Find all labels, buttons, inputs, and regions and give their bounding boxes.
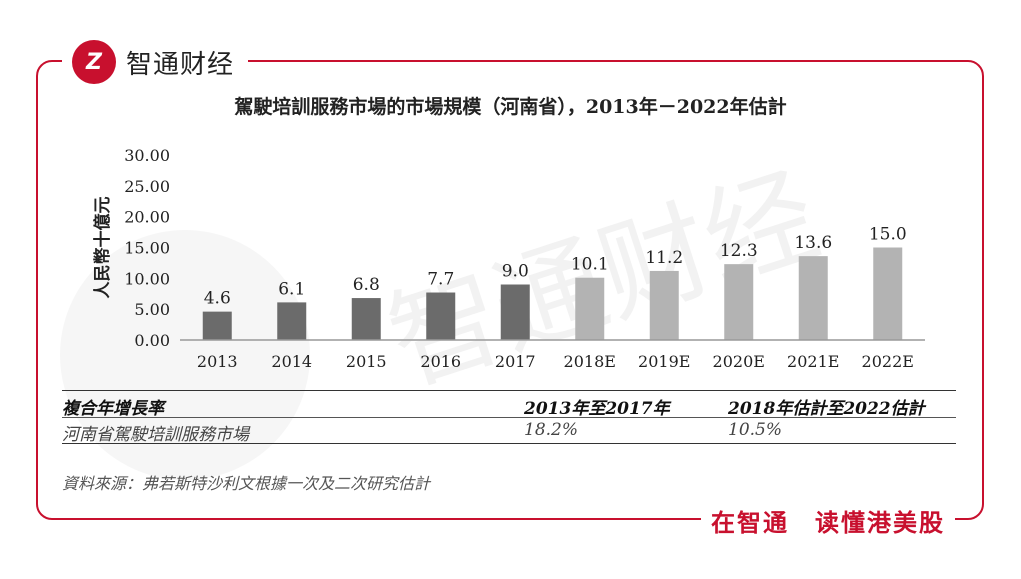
source-note: 資料來源：弗若斯特沙利文根據一次及二次研究估計 — [62, 474, 431, 493]
cagr-row-value2: 10.5% — [728, 420, 783, 440]
y-tick-label: 0.00 — [134, 331, 170, 350]
bar — [649, 270, 679, 340]
bar — [500, 284, 530, 340]
brand-header: Z 智通财经 — [62, 34, 249, 90]
x-tick-label: 2015 — [346, 352, 387, 371]
content-frame — [36, 60, 984, 520]
bar-value-label: 13.6 — [794, 233, 832, 253]
cagr-row-label: 河南省駕駛培訓服務市場 — [62, 425, 249, 445]
bar — [798, 256, 828, 340]
bar — [202, 311, 232, 340]
brand-logo-icon: Z — [72, 40, 116, 84]
y-tick-label: 15.00 — [124, 239, 170, 258]
x-tick-label: 2013 — [197, 352, 238, 371]
x-tick-label: 2021E — [787, 352, 839, 371]
bar — [724, 264, 754, 340]
bar-value-label: 7.7 — [427, 270, 454, 290]
bar-chart: 0.00 5.00 10.00 15.00 20.00 25.00 30.00 4.6 6.1… — [92, 146, 925, 371]
bar-value-label: 11.2 — [645, 248, 683, 268]
cagr-table-header: 複合年增長率 2013年至2017年 2018年估計至2022估計 — [62, 390, 956, 419]
bar-value-label: 9.0 — [502, 262, 529, 282]
slogan-footer: 在智通 读懂港美股 — [701, 498, 955, 542]
y-tick-label: 5.00 — [134, 300, 170, 319]
brand-name: 智通财经 — [126, 49, 235, 80]
bar — [277, 302, 307, 340]
bar — [426, 292, 456, 340]
cagr-table-row: 河南省駕駛培訓服務市場 18.2% 10.5% — [62, 417, 956, 445]
bar-value-label: 6.1 — [278, 279, 305, 299]
bar-value-label: 12.3 — [720, 241, 758, 261]
bar-value-label: 15.0 — [869, 225, 907, 245]
x-tick-label: 2019E — [638, 352, 690, 371]
cagr-header-period1: 2013年至2017年 — [524, 399, 670, 419]
y-tick-label: 10.00 — [124, 269, 170, 288]
bar-value-label: 4.6 — [204, 289, 231, 309]
x-tick-label: 2018E — [564, 352, 616, 371]
x-tick-label: 2022E — [862, 352, 914, 371]
chart-title: 駕駛培訓服務市場的市場規模（河南省），2013年－2022年估計 — [234, 96, 787, 118]
cagr-row-value1: 18.2% — [524, 420, 579, 440]
bar — [873, 247, 903, 340]
cagr-header-period2: 2018年估計至2022估計 — [728, 399, 925, 419]
x-tick-label: 2020E — [713, 352, 765, 371]
bar-value-label: 10.1 — [571, 255, 609, 275]
x-tick-label: 2017 — [495, 352, 536, 371]
y-tick-label: 30.00 — [124, 146, 170, 165]
y-tick-label: 25.00 — [124, 177, 170, 196]
bar — [351, 298, 381, 340]
bar — [575, 277, 605, 340]
x-tick-label: 2014 — [271, 352, 312, 371]
y-axis-label: 人民幣十億元 — [92, 197, 113, 299]
cagr-header-label: 複合年增長率 — [62, 399, 164, 419]
bar-value-label: 6.8 — [353, 275, 380, 295]
y-tick-label: 20.00 — [124, 208, 170, 227]
x-tick-label: 2016 — [420, 352, 461, 371]
slogan-text: 在智通 读懂港美股 — [711, 508, 945, 537]
